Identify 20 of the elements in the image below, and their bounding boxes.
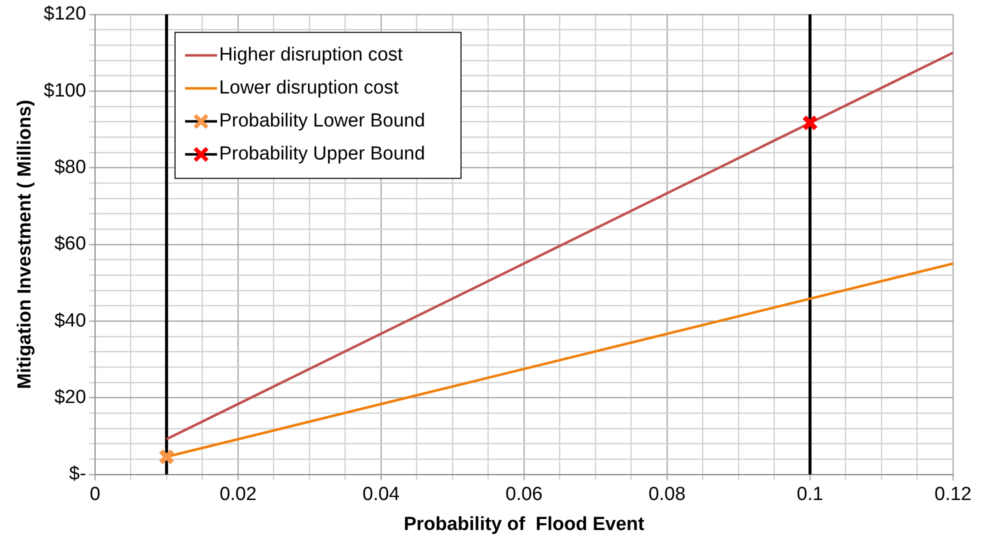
legend-label: Higher disruption cost bbox=[219, 44, 404, 66]
legend-label: Probability Upper Bound bbox=[219, 144, 426, 165]
y-tick-label: $80 bbox=[54, 156, 86, 178]
legend-label: Probability Lower Bound bbox=[219, 110, 426, 132]
x-tick-label: 0.06 bbox=[506, 484, 543, 506]
y-axis-title: Mitigation Investment ( Millions) bbox=[14, 100, 36, 390]
y-tick-label: $60 bbox=[54, 234, 86, 255]
x-tick-label: 0.12 bbox=[934, 484, 972, 506]
x-tick-label: 0.04 bbox=[362, 484, 400, 506]
legend-label: Lower disruption cost bbox=[219, 78, 400, 99]
x-tick-label: 0.02 bbox=[220, 484, 257, 506]
x-tick-label: 0 bbox=[90, 484, 100, 506]
x-tick-label: 0.08 bbox=[648, 484, 686, 506]
y-tick-label: $100 bbox=[44, 80, 86, 102]
x-axis-title: Probability of Flood Event bbox=[404, 514, 646, 535]
y-tick-label: $120 bbox=[44, 4, 86, 25]
y-tick-label: $- bbox=[69, 464, 86, 485]
y-tick-label: $40 bbox=[54, 310, 86, 332]
y-tick-label: $20 bbox=[54, 386, 86, 408]
x-tick-label: 0.1 bbox=[796, 484, 824, 506]
